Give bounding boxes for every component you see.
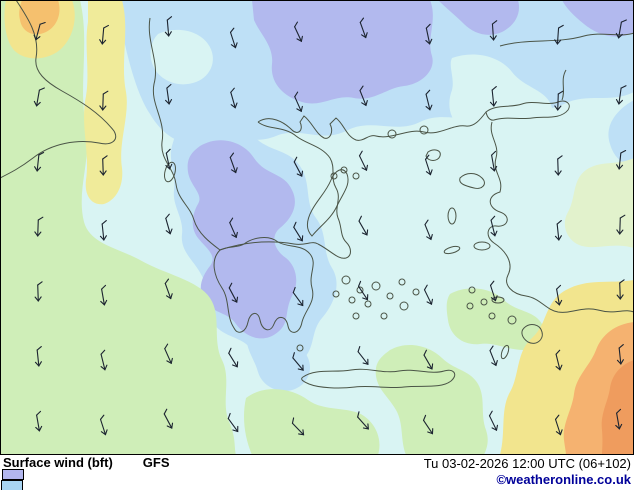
product-label: Surface wind (bft): [3, 455, 113, 470]
coastline-bosphorus: [561, 69, 567, 101]
legend-bar-row: [1, 469, 255, 490]
region-right-mid-light-blue: [608, 100, 634, 165]
coastline-italy: [0, 0, 117, 179]
region-southeast-green-tongue: [375, 344, 488, 455]
legend-scale: 123456789101112: [1, 469, 255, 490]
region-periwinkle-top-center: [252, 0, 433, 104]
coastline-euboea: [307, 169, 349, 237]
region-cyan-hole-east: [449, 54, 553, 138]
region-topleft-orange: [19, 0, 60, 35]
region-center-periwinkle: [187, 140, 297, 339]
legend-cell: [2, 469, 24, 480]
region-bottomright-deep-orange: [601, 360, 634, 455]
region-left-yellow-band: [84, 0, 127, 205]
region-cyan-hole-west: [150, 29, 213, 85]
footer-bar: Surface wind (bft) GFS 123456789101112 Tu…: [0, 455, 634, 490]
coastline-gulf-corinth: [219, 241, 319, 251]
region-turkey-coast-green: [446, 288, 545, 350]
legend-cell: [1, 480, 23, 490]
islands: [164, 125, 543, 360]
region-periwinkle-top-right: [562, 0, 634, 37]
coastlines: [0, 0, 634, 389]
valid-time: Tu 03-02-2026 12:00 UTC (06+102): [423, 456, 631, 471]
region-periwinkle-top-mid: [438, 0, 520, 35]
coastline-marmara: [485, 100, 570, 121]
weather-map: [0, 0, 634, 455]
product-label-row: Surface wind (bft) GFS: [3, 455, 170, 470]
region-right-pale-green: [564, 158, 634, 248]
region-left-green: [0, 0, 236, 455]
copyright: ©weatheronline.co.uk: [496, 472, 631, 487]
model-label: GFS: [142, 455, 170, 470]
coastline-balkan-west: [148, 17, 221, 251]
coastline-crete: [301, 368, 456, 389]
coastline-peloponnese: [213, 237, 314, 333]
region-bottom-center-green: [244, 389, 380, 455]
wind-speed-regions: [0, 0, 634, 455]
coastline-turkey-west: [487, 121, 634, 313]
coastline-north-aegean: [257, 111, 487, 141]
coastline-attica-east: [257, 121, 351, 259]
legend-cells: [1, 469, 24, 490]
